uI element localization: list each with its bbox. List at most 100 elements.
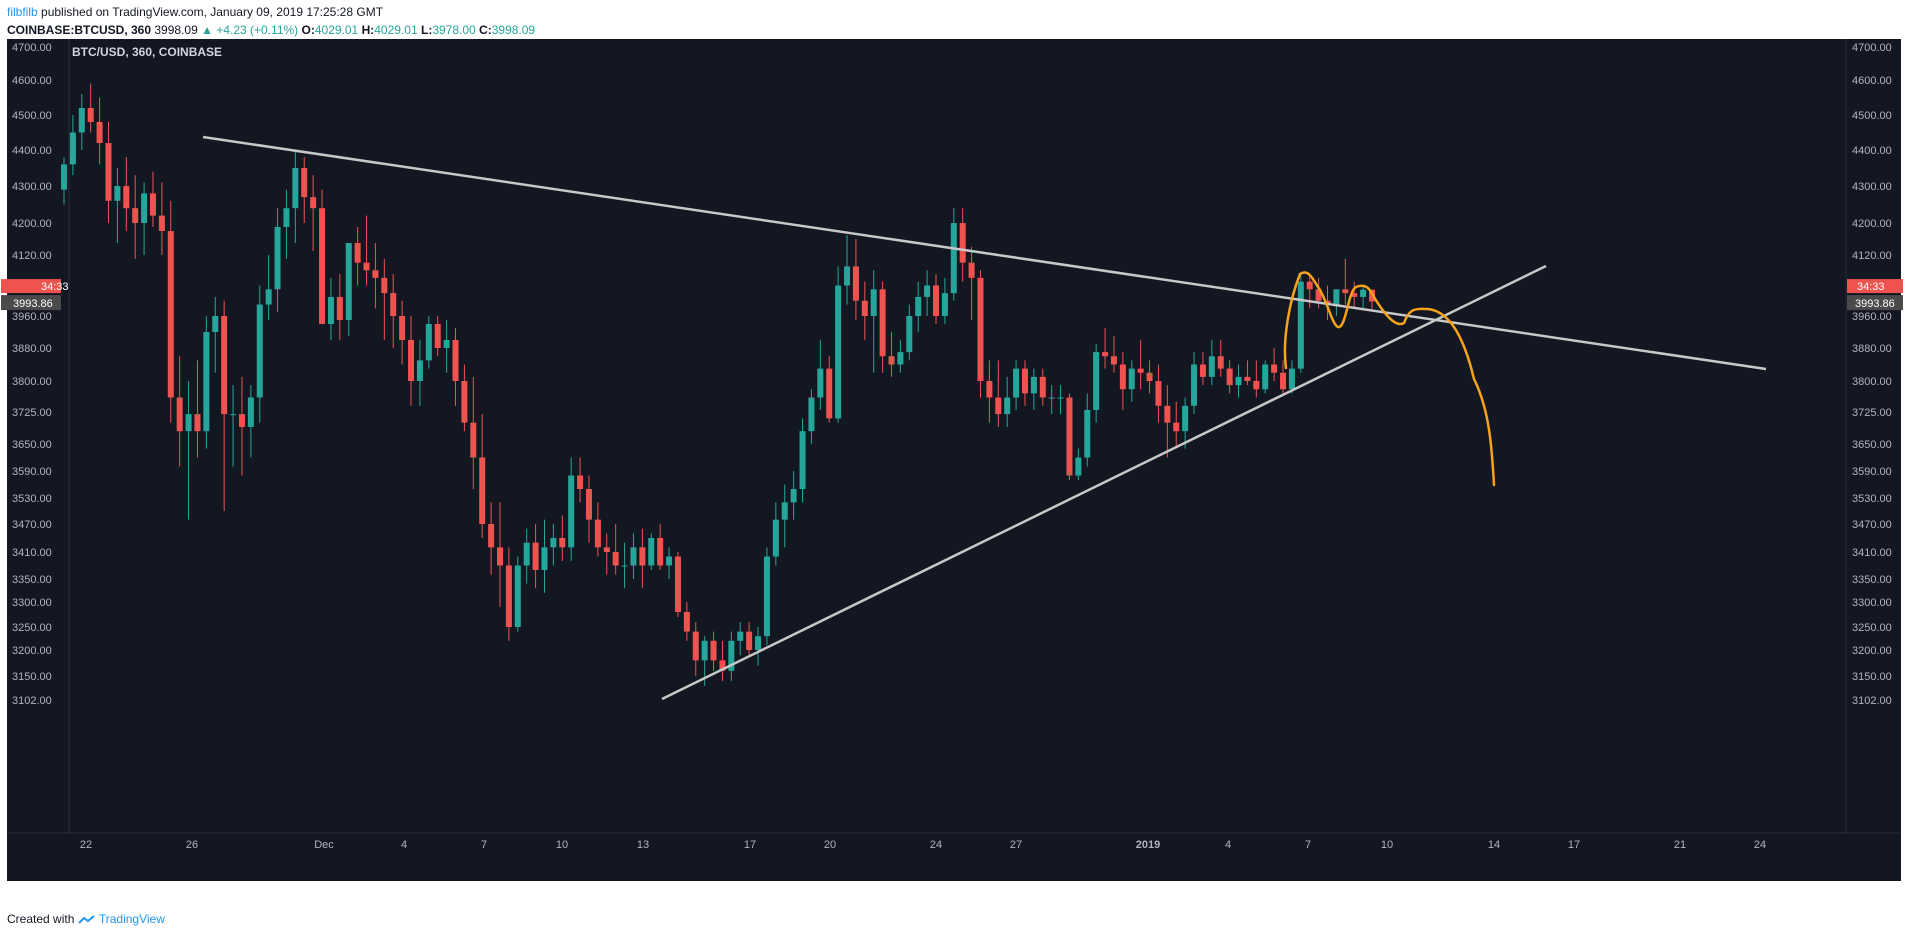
candle-body [941,293,948,316]
y-tick-label-right: 3250.00 [1852,622,1892,634]
candle-body [354,243,361,263]
tradingview-logo[interactable]: TradingView [78,912,165,926]
candle-body [826,368,833,419]
candle-body [132,208,139,223]
candle-body [630,547,637,566]
x-tick-label: 7 [1305,839,1311,851]
candle-body [105,143,112,201]
candle-body [585,489,592,520]
candle-body [1262,364,1269,390]
candle-body [425,324,432,361]
candle-body [915,296,922,316]
x-tick-label: 7 [481,839,487,851]
x-tick-label: 10 [1381,839,1393,851]
high-label: H: [361,23,375,37]
countdown-badge-right [1847,279,1903,294]
last-price-label-left: 3993.86 [13,298,53,310]
candle-body [879,289,886,357]
candle-body [728,640,735,671]
candle-body [799,431,806,489]
y-tick-label-right: 3800.00 [1852,376,1892,388]
candle-body [817,368,824,398]
y-tick-label-left: 4400.00 [12,145,52,157]
last-price-label-right: 3993.86 [1855,298,1895,310]
y-tick-label-left: 3150.00 [12,671,52,683]
candle-body [986,381,993,398]
candle-body [265,289,272,305]
candle-body [194,414,201,432]
last-price-badge-right [1847,295,1903,311]
y-tick-label-right: 3102.00 [1852,695,1892,707]
y-tick-label-left: 4700.00 [12,42,52,54]
candle-body [1030,376,1037,394]
x-tick-label: 27 [1010,839,1022,851]
candle-body [479,457,486,524]
candle-body [755,636,762,650]
y-tick-label-right: 3410.00 [1852,547,1892,559]
y-tick-label-left: 3800.00 [12,376,52,388]
symbol-name: COINBASE:BTCUSD, 360 [7,23,152,37]
candle-body [559,538,566,548]
publish-text: published on TradingView.com, January 09… [41,5,384,19]
candle-body [781,502,788,520]
candle-body [1173,422,1180,432]
candle-body [666,556,673,566]
y-tick-label-left: 3200.00 [12,645,52,657]
candle-body [61,164,67,190]
y-tick-label-left: 3530.00 [12,493,52,505]
y-tick-label-right: 3960.00 [1852,311,1892,323]
candle-body [1128,368,1135,390]
candle-body [1235,376,1242,386]
y-tick-label-left: 3410.00 [12,547,52,559]
open-label: O: [301,23,315,37]
y-tick-label-left: 3960.00 [12,311,52,323]
x-tick-label: 24 [930,839,942,851]
candle-body [78,108,85,133]
x-tick-label: 4 [401,839,407,851]
candle-body [1199,364,1206,377]
close-value: 3998.09 [491,23,536,37]
candle-body [247,397,254,427]
candle-body [897,352,904,365]
candle-body [434,324,441,348]
candle-body [390,293,397,316]
y-tick-label-right: 3200.00 [1852,645,1892,657]
y-tick-label-right: 3650.00 [1852,439,1892,451]
candle-body [1137,368,1144,373]
candle-body [381,277,388,294]
candle-body [123,186,130,209]
candle-body [327,296,334,324]
candle-body [497,547,503,566]
x-tick-label: 22 [80,839,92,851]
countdown-badge-left [1,279,61,294]
candle-body [416,360,423,381]
low-label: L: [420,23,433,37]
y-tick-label-left: 3725.00 [12,407,52,419]
candle-body [568,475,575,548]
candle-body [372,270,379,278]
candle-body [1244,376,1251,381]
candle-body [203,332,210,432]
x-tick-label: 2019 [1136,839,1160,851]
chart-area[interactable]: BTC/USD, 360, COINBASE 4700.00 4700.00 4600… [0,39,1908,881]
candle-body [710,640,717,661]
author-link[interactable]: filbfilb [7,5,38,19]
candle-body [835,285,842,419]
candle-body [594,519,601,548]
candle-body [950,223,957,294]
candle-body [292,168,299,209]
open-value: 4029.01 [314,23,359,37]
low-value: 3978.00 [432,23,476,37]
candlestick-chart[interactable]: BTC/USD, 360, COINBASE 4700.00 4700.00 4600… [0,39,1908,881]
candle-body [1351,293,1358,297]
candle-body [96,122,103,143]
y-tick-label-right: 4600.00 [1852,75,1892,87]
y-tick-label-right: 3725.00 [1852,407,1892,419]
tradingview-brand: TradingView [98,912,165,926]
candle-body [541,547,548,570]
candle-body [746,631,753,650]
candle-body [1110,356,1117,365]
candle-body [1155,381,1162,406]
descending-trendline [202,135,1767,371]
y-tick-label-right: 3150.00 [1852,671,1892,683]
